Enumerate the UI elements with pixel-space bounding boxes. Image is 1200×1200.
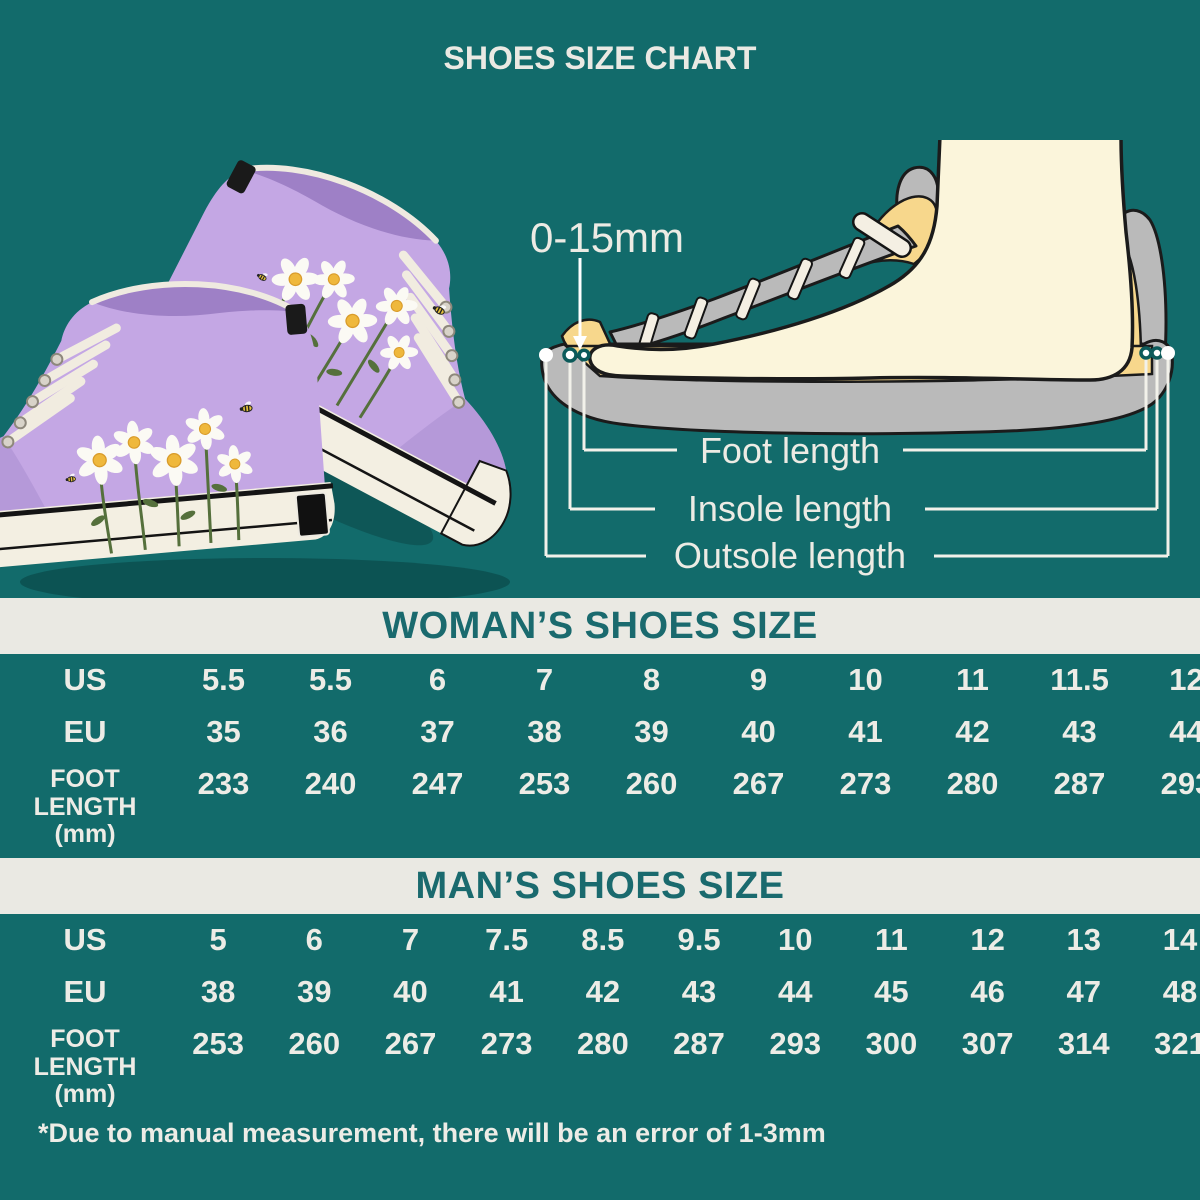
size-cell: 9 (749, 662, 768, 697)
size-cell: 11 (956, 662, 989, 697)
size-cell: 8.5 (581, 922, 625, 957)
size-cell: 287 (1053, 766, 1106, 801)
size-cell: 267 (384, 1026, 437, 1061)
size-cell: 5.5 (201, 662, 246, 697)
size-cell: 300 (865, 1026, 918, 1061)
size-cell: 321 (1154, 1026, 1200, 1061)
size-cell: 233 (197, 766, 250, 801)
size-cell: 41 (489, 974, 524, 1009)
size-cell: 14 (1162, 922, 1198, 957)
size-cell: 39 (297, 974, 332, 1009)
measurement-lines (544, 359, 1170, 558)
flower-embroidery (64, 399, 257, 554)
footnote: *Due to manual measurement, there will b… (38, 1118, 826, 1148)
table-row: US 5.5 5.5 6 7 8 9 10 11 11.5 12 (0, 654, 1200, 706)
size-cell: 273 (839, 766, 892, 801)
top-lace (854, 214, 910, 256)
page-title: SHOES SIZE CHART (443, 40, 757, 76)
size-cell: 6 (305, 922, 323, 957)
table-row: EU 38 39 40 41 42 43 44 45 46 47 48 (0, 966, 1200, 1018)
size-cell: 293 (769, 1026, 822, 1061)
size-cell: 280 (946, 766, 999, 801)
size-cell: 41 (848, 714, 883, 749)
size-cell: 45 (874, 974, 909, 1009)
size-cell: 12 (1169, 662, 1200, 697)
table-row: FOOT LENGTH (mm) 233 240 247 253 260 267 273 28… (0, 758, 1200, 858)
size-cell: 314 (1057, 1026, 1110, 1061)
size-cell: 247 (411, 766, 464, 801)
mens-table-header: MAN’S SHOES SIZE (0, 858, 1200, 914)
womens-table-header: WOMAN’S SHOES SIZE (0, 598, 1200, 654)
foot-shape (588, 140, 1135, 382)
size-cell: 43 (681, 974, 717, 1009)
outsole-length-label: Outsole length (674, 535, 906, 576)
row-label: US (63, 922, 107, 957)
foot-length-label: Foot length (700, 430, 880, 471)
tolerance-label: 0-15mm (530, 214, 684, 261)
foot-measurement-diagram: 0-15mm Foot length Insole length Outsole… (530, 140, 1175, 576)
front-sneaker (0, 272, 337, 574)
mens-table-rows: US 5 6 7 7.5 8.5 9.5 10 11 12 13 14 EU 38 39 40 41 42 4… (0, 914, 1200, 1118)
size-cell: 6 (428, 662, 447, 697)
size-cell: 273 (480, 1026, 533, 1061)
size-cell: 7.5 (485, 922, 529, 957)
size-cell: 44 (777, 974, 813, 1009)
size-cell: 240 (304, 766, 357, 801)
row-label: EU (63, 974, 107, 1009)
row-label: FOOT LENGTH (mm) (33, 1025, 137, 1108)
tolerance-arrow (573, 336, 587, 350)
size-cell: 47 (1066, 974, 1102, 1009)
sneakers-illustration (0, 140, 540, 600)
size-cell: 307 (961, 1026, 1014, 1061)
size-cell: 253 (518, 766, 571, 801)
size-cell: 43 (1062, 714, 1097, 749)
table-row: US 5 6 7 7.5 8.5 9.5 10 11 12 13 14 (0, 914, 1200, 966)
size-cell: 46 (970, 974, 1005, 1009)
size-cell: 40 (741, 714, 776, 749)
size-cell: 11 (875, 922, 908, 957)
size-cell: 9.5 (677, 922, 721, 957)
table-row: FOOT LENGTH (mm) 253 260 267 273 280 287 293 30… (0, 1018, 1200, 1118)
size-cell: 7 (535, 662, 554, 697)
womens-table-title: WOMAN’S SHOES SIZE (382, 604, 818, 647)
table-row: EU 35 36 37 38 39 40 41 42 43 44 (0, 706, 1200, 758)
mens-table-title: MAN’S SHOES SIZE (415, 864, 785, 907)
row-label: US (63, 662, 107, 697)
womens-size-table: WOMAN’S SHOES SIZE US 5.5 5.5 6 7 8 9 10 11 11.5… (0, 598, 1200, 858)
size-cell: 35 (206, 714, 241, 749)
size-cell: 37 (420, 714, 455, 749)
size-cell: 39 (634, 714, 669, 749)
size-cell: 287 (673, 1026, 725, 1061)
size-cell: 10 (848, 662, 883, 697)
row-label: FOOT LENGTH (mm) (33, 765, 137, 848)
womens-table-rows: US 5.5 5.5 6 7 8 9 10 11 11.5 12 EU 35 36 37 38 39 40 4… (0, 654, 1200, 858)
size-cell: 44 (1169, 714, 1200, 749)
insole-length-label: Insole length (688, 488, 892, 529)
measurement-dots (539, 346, 1175, 363)
size-cell: 293 (1160, 766, 1200, 801)
mens-size-table: MAN’S SHOES SIZE US 5 6 7 7.5 8.5 9.5 10 11 12 13… (0, 858, 1200, 1118)
size-cell: 260 (288, 1026, 341, 1061)
size-cell: 280 (576, 1026, 629, 1061)
size-cell: 8 (642, 662, 661, 697)
size-cell: 253 (192, 1026, 244, 1061)
size-cell: 42 (585, 974, 621, 1009)
size-cell: 42 (955, 714, 990, 749)
size-cell: 5.5 (308, 662, 353, 697)
size-cell: 36 (313, 714, 348, 749)
size-cell: 7 (401, 922, 420, 957)
size-cell: 38 (200, 974, 236, 1009)
size-cell: 267 (732, 766, 785, 801)
size-cell: 260 (625, 766, 678, 801)
size-cell: 5 (209, 922, 227, 957)
size-cell: 48 (1162, 974, 1198, 1009)
size-cell: 12 (970, 922, 1005, 957)
size-cell: 10 (777, 922, 813, 957)
size-cell: 13 (1066, 922, 1102, 957)
shoes-shadow (20, 558, 510, 600)
size-cell: 11.5 (1050, 662, 1109, 697)
row-label: EU (63, 714, 107, 749)
size-cell: 38 (527, 714, 562, 749)
size-cell: 40 (393, 974, 428, 1009)
